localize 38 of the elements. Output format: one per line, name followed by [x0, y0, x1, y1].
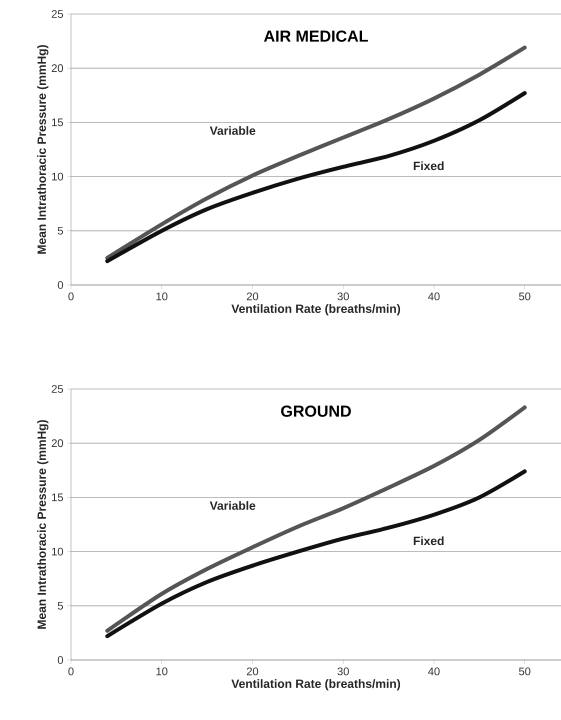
y-tick-label: 25 [52, 10, 64, 18]
x-tick-label: 20 [246, 292, 258, 300]
y-tick-label: 0 [58, 281, 64, 289]
x-tick-label: 10 [156, 668, 168, 676]
line-series [105, 469, 527, 638]
line-series [105, 91, 527, 264]
x-tick-label: 50 [519, 668, 530, 676]
series-label: Fixed [414, 536, 444, 546]
y-tick-label: 15 [52, 494, 64, 502]
line-series [105, 405, 527, 633]
x-tick-label: 0 [68, 668, 74, 676]
x-tick-label: 10 [156, 292, 168, 300]
y-tick-label: 25 [52, 385, 64, 393]
y-tick-label: 20 [52, 64, 64, 72]
x-tick-label: 40 [428, 292, 440, 300]
x-tick-label: 50 [519, 292, 530, 300]
x-axis-title: Ventilation Rate (breaths/min) [231, 304, 400, 316]
y-axis-title: Mean Intrathoracic Pressure (mmHg) [37, 420, 48, 629]
series-label: Fixed [414, 161, 444, 170]
x-tick-label: 20 [246, 668, 258, 676]
x-tick-label: 30 [338, 668, 349, 676]
text: GROUND [281, 406, 351, 417]
text: Variable [210, 126, 256, 135]
y-tick-label: 5 [58, 602, 64, 610]
x-tick-label: 0 [68, 292, 74, 300]
y-tick-label: 5 [58, 226, 64, 235]
y-tick-label: 10 [52, 548, 64, 556]
x-tick-label: 40 [428, 668, 440, 676]
y-tick-label: 15 [52, 118, 64, 126]
x-tick-label: 30 [338, 292, 349, 300]
y-axis-title: Mean Intrathoracic Pressure (mmHg) [37, 45, 48, 254]
text: AIR MEDICAL [264, 30, 368, 42]
text: Variable [210, 501, 256, 510]
y-tick-label: 0 [58, 656, 64, 664]
line-series [105, 46, 527, 260]
y-tick-label: 20 [52, 439, 64, 448]
y-tick-label: 10 [52, 172, 64, 180]
x-axis-title: Ventilation Rate (breaths/min) [231, 679, 400, 690]
